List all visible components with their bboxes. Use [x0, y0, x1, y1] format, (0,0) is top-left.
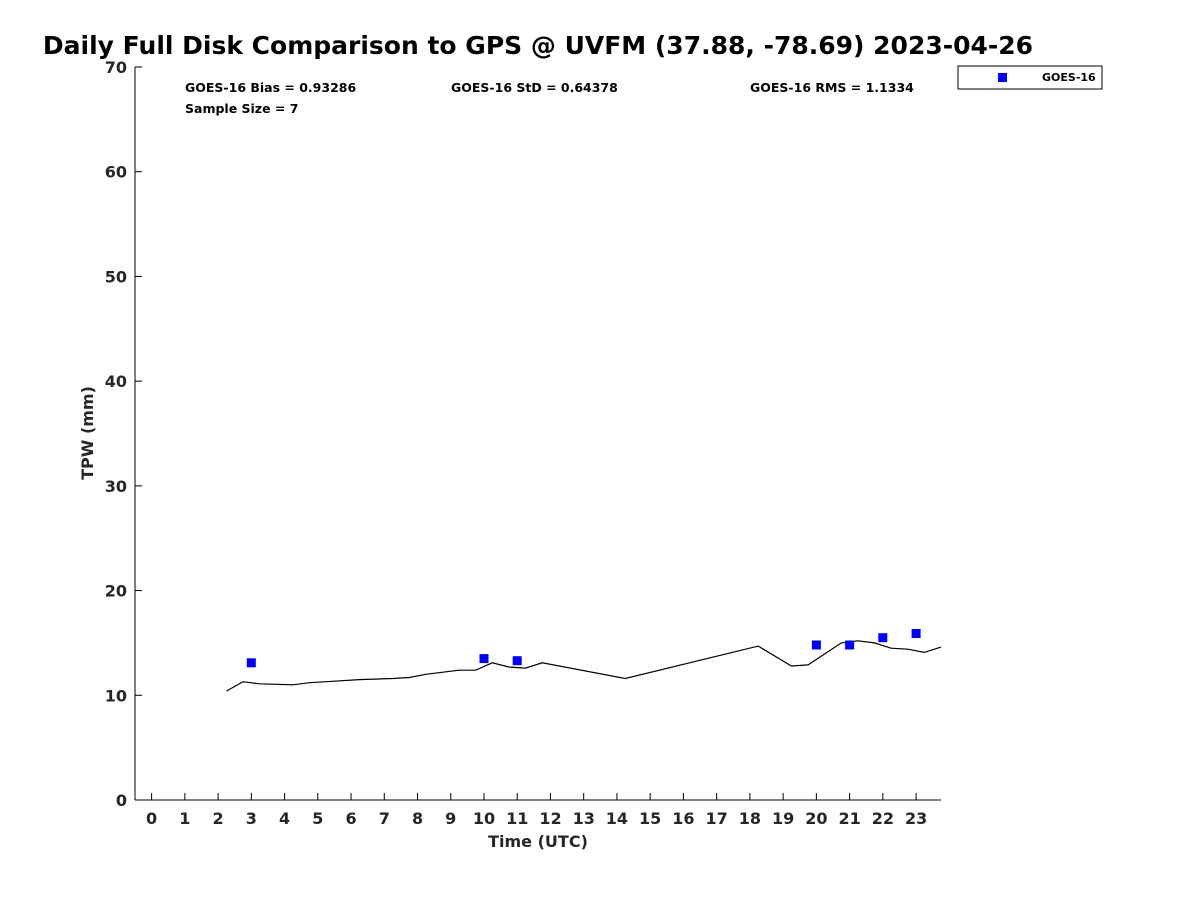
- x-tick-label: 1: [179, 809, 190, 828]
- x-tick-label: 5: [312, 809, 323, 828]
- x-tick-label: 13: [573, 809, 595, 828]
- y-tick-label: 60: [105, 163, 127, 182]
- x-axis-label: Time (UTC): [488, 832, 588, 851]
- goes16-point: [811, 640, 821, 650]
- x-tick-label: 7: [379, 809, 390, 828]
- series-points: [246, 629, 921, 668]
- x-tick-label: 21: [838, 809, 860, 828]
- x-tick-label: 15: [639, 809, 661, 828]
- gps-tpw-line: [226, 640, 942, 692]
- y-tick-label: 20: [105, 582, 127, 601]
- goes16-point: [246, 658, 256, 668]
- x-tick-label: 9: [445, 809, 456, 828]
- bias-annotation: GOES-16 Bias = 0.93286: [185, 80, 356, 95]
- sample-size-annotation: Sample Size = 7: [185, 101, 298, 116]
- goes16-point: [479, 654, 489, 664]
- goes16-point: [911, 629, 921, 638]
- chart-title: Daily Full Disk Comparison to GPS @ UVFM…: [43, 31, 1033, 60]
- y-tick-label: 50: [105, 267, 127, 286]
- x-tick-label: 19: [772, 809, 794, 828]
- x-ticks: 0 1 2 3 4 5 6 7 8 9 10 11 12 13 14 15 16 17 18 19 20 21 22 23: [146, 793, 927, 828]
- goes16-point: [845, 640, 855, 650]
- x-tick-label: 23: [905, 809, 927, 828]
- y-axis-label: TPW (mm): [78, 386, 97, 480]
- x-tick-label: 0: [146, 809, 157, 828]
- y-tick-label: 30: [105, 477, 127, 496]
- x-tick-label: 14: [606, 809, 628, 828]
- legend-marker: [998, 73, 1007, 82]
- x-tick-label: 3: [246, 809, 257, 828]
- legend-label: GOES-16: [1042, 71, 1096, 84]
- x-tick-label: 8: [412, 809, 423, 828]
- rms-annotation: GOES-16 RMS = 1.1334: [750, 80, 914, 95]
- std-annotation: GOES-16 StD = 0.64378: [451, 80, 618, 95]
- x-tick-label: 12: [539, 809, 561, 828]
- y-tick-label: 0: [116, 791, 127, 810]
- x-tick-label: 11: [506, 809, 528, 828]
- x-tick-label: 16: [672, 809, 694, 828]
- x-tick-label: 10: [473, 809, 495, 828]
- y-ticks: 0 10 20 30 40 50 60 70: [105, 58, 142, 810]
- x-tick-label: 20: [805, 809, 827, 828]
- goes16-point: [878, 633, 888, 643]
- y-tick-label: 10: [105, 686, 127, 705]
- x-tick-label: 2: [213, 809, 224, 828]
- x-tick-label: 4: [279, 809, 290, 828]
- legend: GOES-16: [957, 65, 1103, 90]
- series-lines: [226, 640, 942, 692]
- stats-annotations: GOES-16 Bias = 0.93286 GOES-16 StD = 0.6…: [185, 80, 914, 116]
- y-tick-label: 40: [105, 372, 127, 391]
- legend-box: [957, 65, 1103, 90]
- goes16-point: [512, 656, 522, 666]
- y-tick-label: 70: [105, 58, 127, 77]
- x-tick-label: 17: [706, 809, 728, 828]
- x-tick-label: 22: [872, 809, 894, 828]
- x-tick-label: 6: [345, 809, 356, 828]
- x-tick-label: 18: [739, 809, 761, 828]
